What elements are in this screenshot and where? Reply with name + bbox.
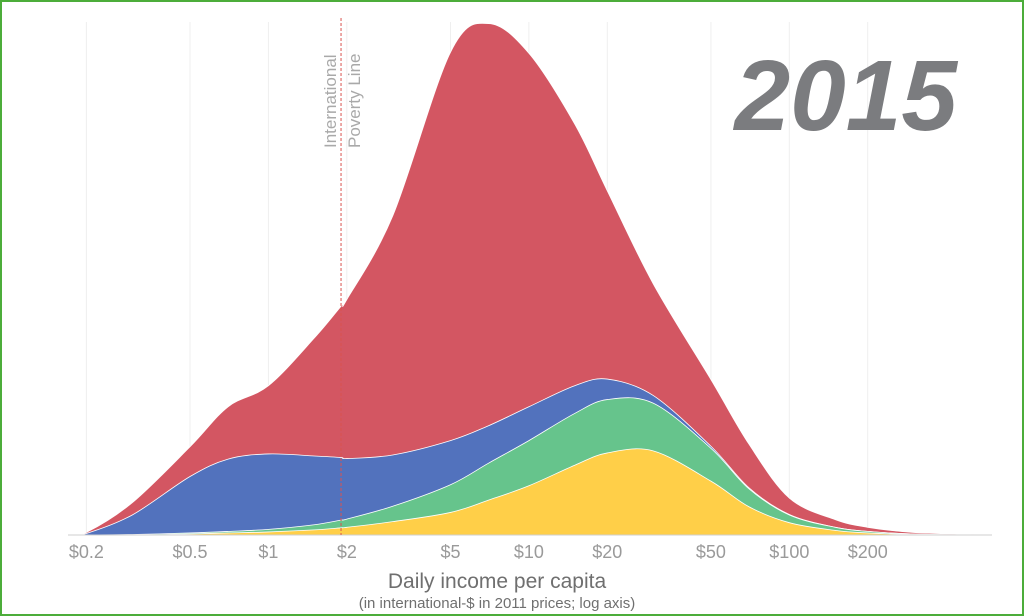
poverty-line-label-1: International xyxy=(321,54,340,148)
area-series xyxy=(67,23,993,536)
x-axis-label: Daily income per capita xyxy=(388,570,607,593)
poverty-line-label: International Poverty Line xyxy=(321,54,364,149)
x-tick-label: $20 xyxy=(592,542,622,562)
x-tick-label: $2 xyxy=(337,542,357,562)
series-area xyxy=(67,23,993,536)
poverty-line-label-2: Poverty Line xyxy=(345,54,364,149)
x-tick-label: $5 xyxy=(440,542,460,562)
x-tick-label: $0.2 xyxy=(69,542,104,562)
x-tick-label: $10 xyxy=(514,542,544,562)
series-area xyxy=(68,448,993,536)
x-axis-sublabel: (in international-$ in 2011 prices; log … xyxy=(359,595,636,612)
x-tick-label: $1 xyxy=(258,542,278,562)
x-tick-label: $100 xyxy=(769,542,809,562)
x-tick-label: $0.5 xyxy=(173,542,208,562)
series-area xyxy=(67,397,993,536)
x-tick-label: $50 xyxy=(696,542,726,562)
x-tick-label: $200 xyxy=(848,542,888,562)
x-tick-labels: $0.2 $0.5 $1 $2 $5 $10 $20 $50 $100 $200 xyxy=(69,542,888,562)
year-title: 2015 xyxy=(733,40,959,152)
